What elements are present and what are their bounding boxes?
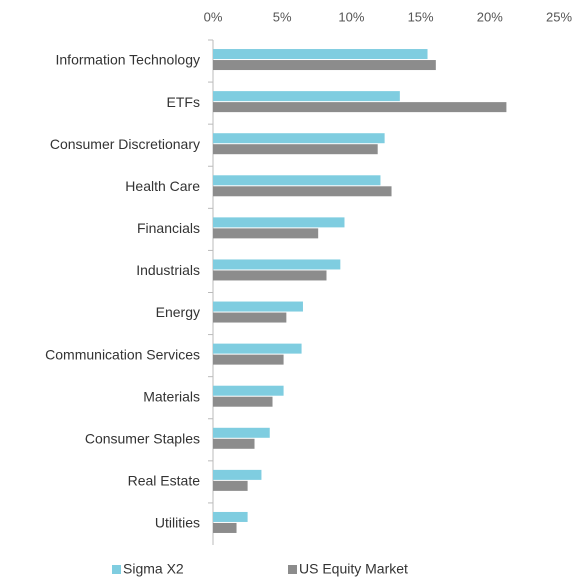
legend-swatch [288, 565, 297, 574]
bar [213, 60, 436, 71]
bar [213, 270, 327, 281]
bar [213, 343, 302, 354]
bar [213, 396, 273, 407]
bar [213, 522, 237, 533]
x-tick-label: 15% [408, 9, 434, 24]
category-label: Energy [156, 304, 200, 320]
bar [213, 438, 255, 449]
category-label: Industrials [136, 262, 200, 278]
bar [213, 217, 345, 228]
category-label: Real Estate [128, 473, 201, 489]
bar [213, 91, 400, 102]
bar [213, 186, 392, 197]
bar [213, 385, 284, 396]
bar [213, 480, 248, 491]
bar [213, 427, 270, 438]
bar [213, 228, 319, 239]
bar [213, 259, 341, 270]
x-tick-label: 5% [273, 9, 292, 24]
bar [213, 49, 428, 60]
legend-label: Sigma X2 [123, 561, 184, 577]
category-label: Utilities [155, 515, 200, 531]
legend-swatch [112, 565, 121, 574]
legend-label: US Equity Market [299, 561, 408, 577]
bar [213, 301, 303, 312]
category-label: Communication Services [45, 346, 200, 362]
bar [213, 133, 385, 144]
category-label: ETFs [167, 94, 200, 110]
category-label: Consumer Staples [85, 430, 200, 446]
x-tick-label: 25% [546, 9, 572, 24]
x-tick-label: 10% [338, 9, 364, 24]
category-label: Financials [137, 220, 200, 236]
bar [213, 469, 262, 480]
bar [213, 175, 381, 186]
bar [213, 312, 287, 323]
category-label: Information Technology [56, 52, 201, 68]
category-label: Materials [143, 388, 200, 404]
bar [213, 102, 507, 113]
category-label: Consumer Discretionary [50, 136, 200, 152]
x-tick-label: 0% [204, 9, 223, 24]
bar [213, 354, 284, 365]
x-tick-label: 20% [477, 9, 503, 24]
category-label: Health Care [125, 178, 200, 194]
bar [213, 144, 378, 155]
bar [213, 511, 248, 522]
